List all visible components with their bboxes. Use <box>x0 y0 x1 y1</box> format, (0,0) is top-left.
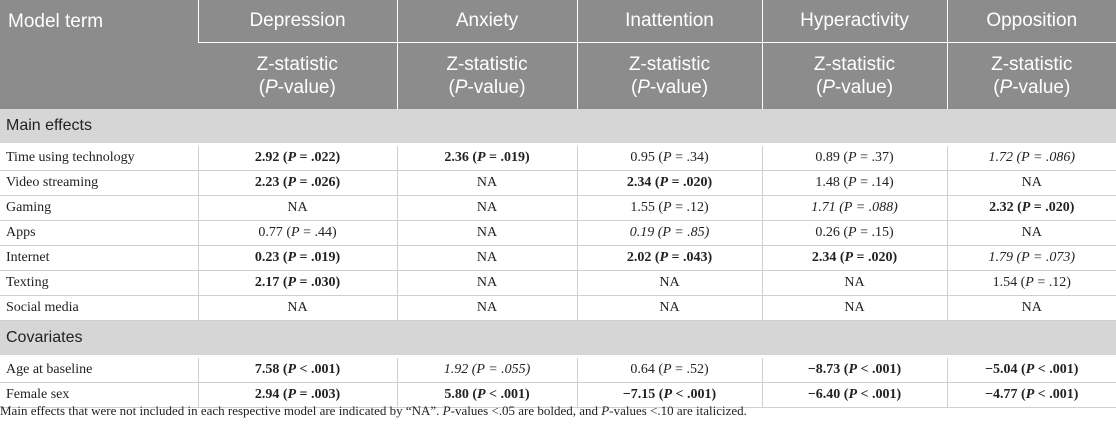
section-title: Covariates <box>0 320 1116 355</box>
stat-cell: 1.55 (P = .12) <box>577 195 763 221</box>
stat-cell: 2.02 (P = .043) <box>577 245 763 271</box>
stat-cell: 1.54 (P = .12) <box>947 270 1116 296</box>
stat-cell: NA <box>198 195 398 221</box>
stat-cell: NA <box>397 245 578 271</box>
header-outcome-anxiety: Anxiety <box>396 0 577 43</box>
table-row: Video streaming 2.23 (P = .026) NA 2.34 (P … <box>0 170 1116 196</box>
stat-cell: 1.48 (P = .14) <box>762 170 948 196</box>
model-term-cell: Age at baseline <box>0 358 199 383</box>
stat-cell: 1.92 (P = .055) <box>397 358 578 383</box>
stat-cell: 0.95 (P = .34) <box>577 146 763 171</box>
stat-label-line2: (P-value) <box>630 77 709 98</box>
stat-cell: 2.94 (P = .003) <box>198 382 398 408</box>
model-term-cell: Texting <box>0 270 199 296</box>
stat-cell: 1.72 (P = .086) <box>947 146 1116 171</box>
stat-cell: 2.36 (P = .019) <box>397 146 578 171</box>
model-term-cell: Gaming <box>0 195 199 221</box>
header-outcome-hyperactivity: Hyperactivity <box>761 0 947 43</box>
header-model-term: Model term <box>0 0 198 109</box>
model-term-cell: Video streaming <box>0 170 199 196</box>
table-row: Internet 0.23 (P = .019) NA 2.02 (P = .043)… <box>0 245 1116 271</box>
stat-cell: −7.15 (P < .001) <box>577 382 763 408</box>
stat-cell: −4.77 (P < .001) <box>947 382 1116 408</box>
header-stat-label: Z-statistic (P-value) <box>396 42 577 109</box>
stat-cell: 0.23 (P = .019) <box>198 245 398 271</box>
header-outcome-opposition: Opposition <box>946 0 1116 43</box>
stat-label-line2: (P-value) <box>258 77 336 98</box>
stat-cell: 5.80 (P < .001) <box>397 382 578 408</box>
model-term-cell: Female sex <box>0 382 199 408</box>
table-row: Time using technology 2.92 (P = .022) 2.36… <box>0 146 1116 171</box>
stat-label-line2: (P-value) <box>993 77 1071 98</box>
table-row: Apps 0.77 (P = .44) NA 0.19 (P = .85) 0.26 (… <box>0 220 1116 246</box>
header-outcome-depression: Depression <box>197 0 397 43</box>
header-stat-label: Z-statistic (P-value) <box>946 42 1116 109</box>
stat-cell: NA <box>947 295 1116 321</box>
header-stat-label: Z-statistic (P-value) <box>761 42 947 109</box>
stat-cell: 2.34 (P = .020) <box>577 170 763 196</box>
section-title: Main effects <box>0 109 1116 143</box>
table-row: Social media NA NA NA NA NA <box>0 295 1116 321</box>
stat-cell: NA <box>397 170 578 196</box>
stat-cell: 2.32 (P = .020) <box>947 195 1116 221</box>
table-row: Female sex 2.94 (P = .003) 5.80 (P < .001)… <box>0 382 1116 408</box>
header-stat-label: Z-statistic (P-value) <box>576 42 762 109</box>
stat-cell: 1.79 (P = .073) <box>947 245 1116 271</box>
table-header: Model term Depression Anxiety Inattentio… <box>0 0 1116 109</box>
stat-cell: NA <box>397 270 578 296</box>
stat-cell: 0.89 (P = .37) <box>762 146 948 171</box>
stat-cell: 0.26 (P = .15) <box>762 220 948 246</box>
stat-cell: 2.17 (P = .030) <box>198 270 398 296</box>
stat-cell: 1.71 (P = .088) <box>762 195 948 221</box>
stat-cell: NA <box>397 295 578 321</box>
stat-cell: 2.34 (P = .020) <box>762 245 948 271</box>
table-row: Age at baseline 7.58 (P < .001) 1.92 (P = … <box>0 358 1116 383</box>
stat-cell: 2.92 (P = .022) <box>198 146 398 171</box>
table-footnote: Main effects that were not included in e… <box>0 403 747 418</box>
stat-cell: 2.23 (P = .026) <box>198 170 398 196</box>
model-term-cell: Social media <box>0 295 199 321</box>
stat-cell: NA <box>762 270 948 296</box>
section-header-row: Main effects <box>0 109 1116 143</box>
model-term-cell: Internet <box>0 245 199 271</box>
stat-cell: NA <box>762 295 948 321</box>
stat-label-line1: Z-statistic <box>256 54 338 75</box>
stat-cell: −5.04 (P < .001) <box>947 358 1116 383</box>
stat-cell: NA <box>947 170 1116 196</box>
stat-label-line1: Z-statistic <box>628 54 711 75</box>
stat-cell: −6.40 (P < .001) <box>762 382 948 408</box>
model-term-cell: Apps <box>0 220 199 246</box>
stat-cell: 0.64 (P = .52) <box>577 358 763 383</box>
stat-cell: 7.58 (P < .001) <box>198 358 398 383</box>
stat-cell: NA <box>577 270 763 296</box>
stat-cell: NA <box>397 195 578 221</box>
header-outcome-inattention: Inattention <box>576 0 762 43</box>
model-term-cell: Time using technology <box>0 146 199 171</box>
stat-label-line1: Z-statistic <box>813 54 896 75</box>
results-table: Model term Depression Anxiety Inattentio… <box>0 0 1116 408</box>
stat-cell: NA <box>947 220 1116 246</box>
stat-cell: NA <box>577 295 763 321</box>
stat-cell: −8.73 (P < .001) <box>762 358 948 383</box>
stat-label-line1: Z-statistic <box>991 54 1073 75</box>
header-stat-label: Z-statistic (P-value) <box>198 42 397 109</box>
stat-label-line2: (P-value) <box>815 77 894 98</box>
stat-cell: 0.77 (P = .44) <box>198 220 398 246</box>
stat-cell: NA <box>397 220 578 246</box>
stat-label-line2: (P-value) <box>448 77 526 98</box>
stat-cell: 0.19 (P = .85) <box>577 220 763 246</box>
stat-label-line1: Z-statistic <box>446 54 528 75</box>
table-row: Gaming NA NA 1.55 (P = .12) 1.71 (P = .088) 2… <box>0 195 1116 221</box>
stat-cell: NA <box>198 295 398 321</box>
table-row: Texting 2.17 (P = .030) NA NA NA 1.54 (P = .1… <box>0 270 1116 296</box>
section-header-row: Covariates <box>0 320 1116 355</box>
